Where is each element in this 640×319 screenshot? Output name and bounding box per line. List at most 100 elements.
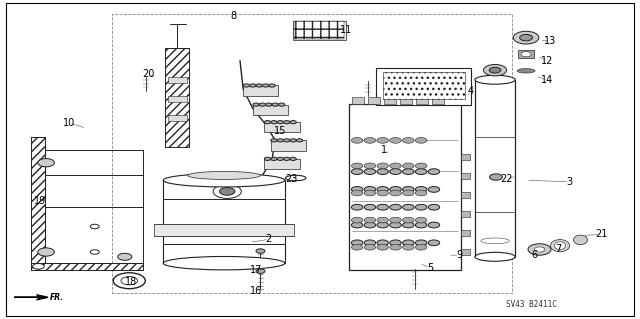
Bar xyxy=(293,21,346,40)
Text: 20: 20 xyxy=(142,69,155,79)
Circle shape xyxy=(520,34,532,41)
Bar xyxy=(400,97,412,104)
Circle shape xyxy=(256,249,265,253)
Ellipse shape xyxy=(573,235,588,245)
Bar xyxy=(31,137,45,270)
Text: 10: 10 xyxy=(63,118,76,128)
Bar xyxy=(31,137,45,270)
Ellipse shape xyxy=(517,69,535,73)
Ellipse shape xyxy=(188,171,260,179)
Circle shape xyxy=(428,204,440,210)
Circle shape xyxy=(415,244,427,250)
Text: 17: 17 xyxy=(250,264,262,275)
Bar xyxy=(475,80,515,257)
Text: 18: 18 xyxy=(125,277,138,287)
Circle shape xyxy=(269,84,275,87)
Bar xyxy=(376,68,471,105)
Circle shape xyxy=(284,139,290,142)
Text: 6: 6 xyxy=(531,250,538,260)
Circle shape xyxy=(490,174,502,180)
Bar xyxy=(163,180,285,263)
Bar xyxy=(294,21,344,39)
Text: 21: 21 xyxy=(595,229,608,240)
Bar xyxy=(168,77,187,83)
Bar xyxy=(243,85,278,96)
Circle shape xyxy=(415,169,427,174)
Circle shape xyxy=(90,224,99,229)
Circle shape xyxy=(415,187,427,192)
Circle shape xyxy=(38,248,54,256)
Text: FR.: FR. xyxy=(50,293,64,302)
Text: 11: 11 xyxy=(339,25,352,35)
Circle shape xyxy=(290,157,296,160)
Circle shape xyxy=(534,247,545,252)
Circle shape xyxy=(377,222,388,228)
Circle shape xyxy=(364,244,376,250)
Circle shape xyxy=(415,217,427,223)
Text: 19: 19 xyxy=(34,196,47,206)
Circle shape xyxy=(364,187,376,192)
Circle shape xyxy=(403,204,414,210)
Circle shape xyxy=(390,190,401,196)
Ellipse shape xyxy=(554,242,566,249)
Circle shape xyxy=(364,222,376,228)
Circle shape xyxy=(403,240,414,246)
Bar xyxy=(368,97,380,104)
Circle shape xyxy=(403,137,414,143)
Text: 13: 13 xyxy=(544,36,557,47)
Circle shape xyxy=(377,137,388,143)
Circle shape xyxy=(243,84,250,87)
Circle shape xyxy=(390,204,401,210)
Text: SV43 B2411C: SV43 B2411C xyxy=(506,300,557,309)
Circle shape xyxy=(415,163,427,169)
Ellipse shape xyxy=(475,252,515,261)
Bar xyxy=(416,97,428,104)
Bar xyxy=(165,48,189,147)
Circle shape xyxy=(390,217,401,223)
Bar xyxy=(264,122,300,132)
Circle shape xyxy=(364,217,376,223)
Circle shape xyxy=(484,64,507,76)
Circle shape xyxy=(390,240,401,246)
Bar xyxy=(271,140,306,151)
Circle shape xyxy=(118,253,132,260)
Circle shape xyxy=(351,222,363,228)
Bar xyxy=(31,263,143,270)
Bar xyxy=(253,105,288,115)
Circle shape xyxy=(377,217,388,223)
Circle shape xyxy=(364,163,376,169)
Bar xyxy=(112,14,512,293)
Circle shape xyxy=(271,121,277,124)
Circle shape xyxy=(364,204,376,210)
Circle shape xyxy=(284,157,290,160)
Bar xyxy=(461,211,470,217)
Circle shape xyxy=(415,204,427,210)
Circle shape xyxy=(272,103,278,106)
Circle shape xyxy=(377,244,388,250)
Ellipse shape xyxy=(475,75,515,84)
Polygon shape xyxy=(14,295,48,300)
Text: 1: 1 xyxy=(381,145,387,155)
Circle shape xyxy=(377,187,388,192)
Ellipse shape xyxy=(550,240,570,252)
Circle shape xyxy=(213,184,241,198)
Circle shape xyxy=(364,240,376,246)
Bar xyxy=(461,249,470,255)
Circle shape xyxy=(489,67,500,73)
Circle shape xyxy=(277,139,284,142)
Circle shape xyxy=(377,163,388,169)
Text: 5: 5 xyxy=(427,263,433,273)
Text: 14: 14 xyxy=(541,75,554,85)
Text: 3: 3 xyxy=(566,177,573,187)
Circle shape xyxy=(351,163,363,169)
Circle shape xyxy=(513,31,539,44)
Circle shape xyxy=(428,187,440,192)
Text: 4: 4 xyxy=(467,86,474,96)
Bar xyxy=(168,96,187,102)
Text: 22: 22 xyxy=(500,174,513,184)
Text: 12: 12 xyxy=(541,56,554,66)
Text: 7: 7 xyxy=(555,244,561,254)
Circle shape xyxy=(290,121,296,124)
Circle shape xyxy=(403,163,414,169)
Circle shape xyxy=(278,103,285,106)
